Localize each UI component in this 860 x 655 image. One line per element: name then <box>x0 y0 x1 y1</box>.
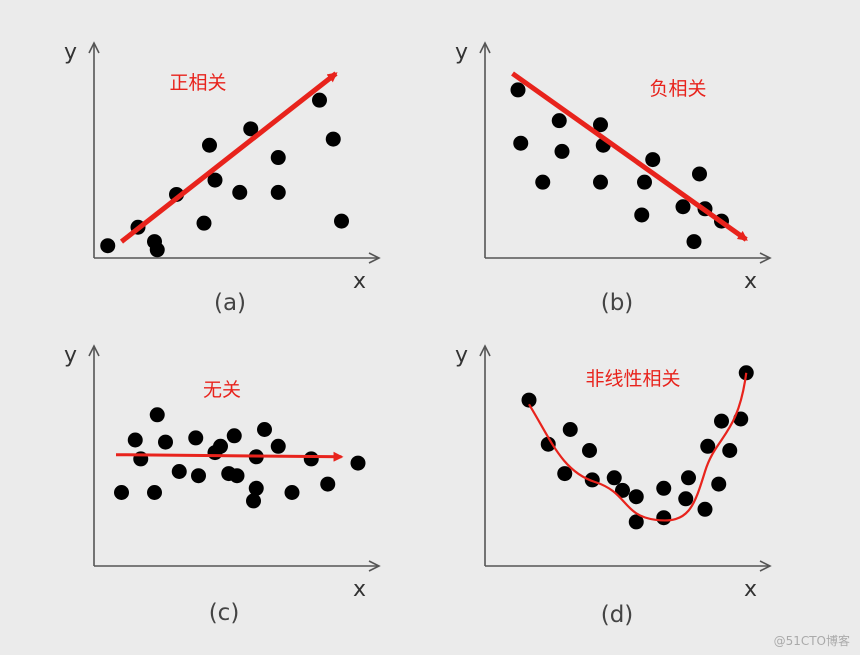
x-axis-label: x <box>353 577 366 602</box>
data-point <box>656 510 672 526</box>
data-point <box>606 470 622 486</box>
data-point <box>675 199 691 215</box>
data-point <box>114 485 129 500</box>
x-axis-arrow <box>759 252 772 264</box>
data-point <box>270 184 286 200</box>
data-point <box>158 434 173 450</box>
data-point <box>270 438 286 454</box>
trend-arrow <box>511 71 748 242</box>
data-point <box>196 215 212 231</box>
data-point <box>697 501 713 517</box>
panel-annotation: 正相关 <box>169 72 226 94</box>
data-point <box>692 166 707 182</box>
data-point <box>320 476 336 492</box>
x-axis-label: x <box>744 577 757 602</box>
trend-arrow <box>115 451 344 462</box>
data-point <box>312 92 327 108</box>
data-point <box>257 422 272 437</box>
data-point <box>248 480 264 496</box>
data-point <box>535 174 551 190</box>
data-point <box>100 238 116 254</box>
y-axis-arrow <box>88 41 100 54</box>
chart-panel-3: y x (d) 非线性相关 <box>455 343 772 628</box>
data-point <box>232 184 248 200</box>
data-point <box>628 514 644 530</box>
data-point <box>681 470 696 486</box>
x-axis-arrow <box>368 252 381 264</box>
panel-caption: (b) <box>601 290 634 316</box>
data-point <box>325 131 341 147</box>
data-point <box>334 213 349 229</box>
y-axis-arrow <box>479 344 491 357</box>
data-point <box>645 152 661 168</box>
panel-caption: (d) <box>601 602 634 628</box>
data-point <box>229 468 245 484</box>
data-point <box>593 117 608 133</box>
panel-annotation: 负相关 <box>649 78 706 100</box>
y-axis-label: y <box>64 343 77 368</box>
panel-annotation: 无关 <box>203 379 241 401</box>
data-point <box>127 432 143 448</box>
data-point <box>678 491 694 507</box>
data-point <box>582 443 597 458</box>
data-point <box>722 443 738 458</box>
data-point <box>714 413 729 429</box>
y-axis-label: y <box>455 343 468 368</box>
x-axis-label: x <box>353 269 366 294</box>
trend-curve <box>528 372 748 522</box>
panel-annotation: 非线性相关 <box>585 368 680 390</box>
data-point <box>147 485 162 500</box>
data-point <box>188 430 204 446</box>
data-point <box>350 455 366 471</box>
data-point <box>149 407 165 423</box>
data-point <box>521 392 537 408</box>
chart-panel-0: y x (a) 正相关 <box>64 40 381 316</box>
data-point <box>557 466 573 482</box>
data-point <box>171 464 187 479</box>
data-point <box>593 174 608 190</box>
chart-panel-2: y x (c) 无关 <box>64 343 381 626</box>
y-axis-arrow <box>479 41 491 54</box>
data-point <box>246 493 261 509</box>
data-point <box>700 438 716 454</box>
data-point <box>270 150 286 166</box>
chart-panel-1: y x (b) 负相关 <box>455 40 772 316</box>
data-point <box>686 234 702 250</box>
data-point <box>733 411 749 427</box>
y-axis-arrow <box>88 344 100 357</box>
x-axis-label: x <box>744 269 757 294</box>
data-point <box>284 485 300 500</box>
panel-caption: (a) <box>214 290 246 316</box>
trend-arrow <box>119 71 338 244</box>
data-point <box>149 242 165 258</box>
x-axis-arrow <box>759 560 772 572</box>
panel-caption: (c) <box>209 600 240 626</box>
y-axis-label: y <box>455 40 468 65</box>
data-point <box>213 438 228 454</box>
data-point <box>637 174 652 190</box>
watermark: @51CTO博客 <box>773 634 850 648</box>
data-point <box>207 172 223 188</box>
y-axis-label: y <box>64 40 77 65</box>
data-point <box>513 135 529 151</box>
data-point <box>554 143 570 159</box>
x-axis-arrow <box>368 560 381 572</box>
data-point <box>226 428 242 444</box>
data-point <box>510 82 526 98</box>
data-point <box>202 137 217 153</box>
data-point <box>540 436 556 452</box>
data-point <box>628 489 644 505</box>
data-point <box>711 476 727 492</box>
data-point <box>634 207 650 223</box>
data-point <box>656 480 672 496</box>
data-point <box>303 451 319 467</box>
data-point <box>562 422 578 437</box>
data-point <box>191 468 206 484</box>
data-point <box>615 482 630 498</box>
data-point <box>243 121 259 137</box>
data-point <box>551 113 567 129</box>
